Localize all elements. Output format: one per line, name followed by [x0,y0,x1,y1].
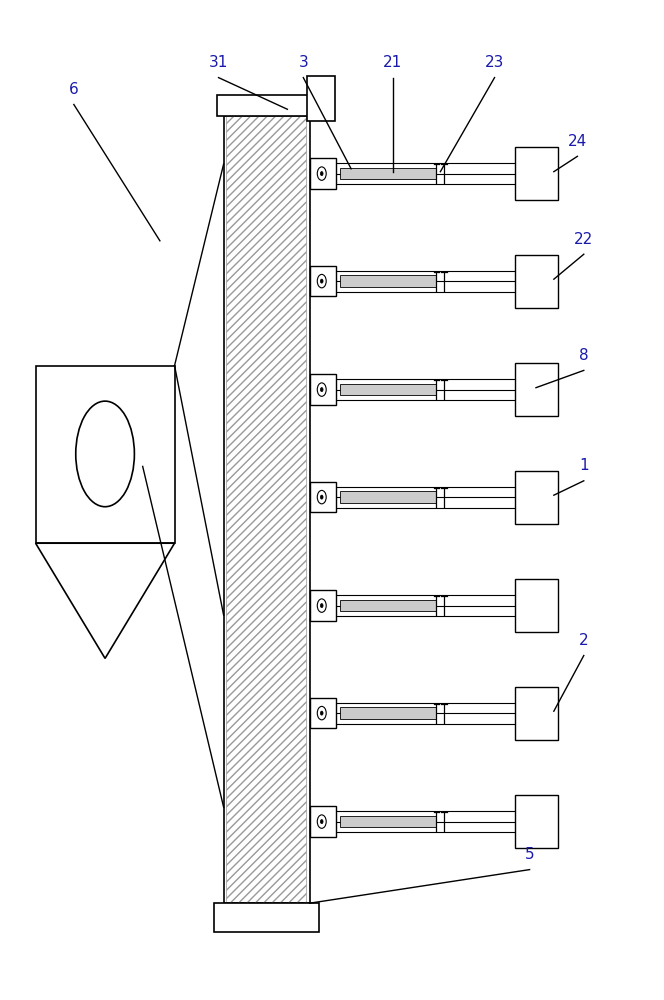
Circle shape [321,711,323,715]
Circle shape [321,604,323,608]
Bar [309,590,337,621]
Bar [340,275,436,287]
Text: 5: 5 [525,847,535,862]
Ellipse shape [76,401,134,507]
Circle shape [321,495,323,499]
Bar [340,168,436,179]
Text: 8: 8 [579,348,588,363]
Bar [309,698,337,728]
Text: 31: 31 [209,55,228,70]
Bar [340,384,436,395]
Bar [515,471,558,524]
Circle shape [317,383,326,396]
Bar [515,795,558,848]
Bar [214,903,319,932]
Bar [309,158,337,189]
Bar [340,707,436,719]
Bar [309,266,337,296]
Bar [309,482,337,512]
Text: 6: 6 [69,82,79,97]
Circle shape [317,167,326,180]
Bar [340,600,436,611]
Bar [340,816,436,827]
Circle shape [317,815,326,828]
Bar [217,95,325,116]
Bar [515,255,558,308]
Circle shape [321,388,323,392]
Text: 3: 3 [298,55,308,70]
Bar [515,147,558,200]
Bar [340,491,436,503]
Circle shape [317,490,326,504]
Bar [515,687,558,740]
Circle shape [321,279,323,283]
Circle shape [317,274,326,288]
Bar [36,366,175,543]
Text: 1: 1 [579,458,588,473]
Text: 2: 2 [579,633,588,648]
Text: 24: 24 [568,134,587,149]
Text: 22: 22 [574,232,594,247]
Bar [515,363,558,416]
Bar [226,116,306,903]
Bar [307,76,335,121]
Bar [309,374,337,405]
Text: 21: 21 [383,55,402,70]
Circle shape [321,820,323,824]
Circle shape [317,706,326,720]
Bar [224,116,309,903]
Circle shape [317,599,326,612]
Polygon shape [36,543,175,658]
Bar [515,579,558,632]
Bar [309,806,337,837]
Circle shape [321,172,323,176]
Text: 23: 23 [485,55,504,70]
